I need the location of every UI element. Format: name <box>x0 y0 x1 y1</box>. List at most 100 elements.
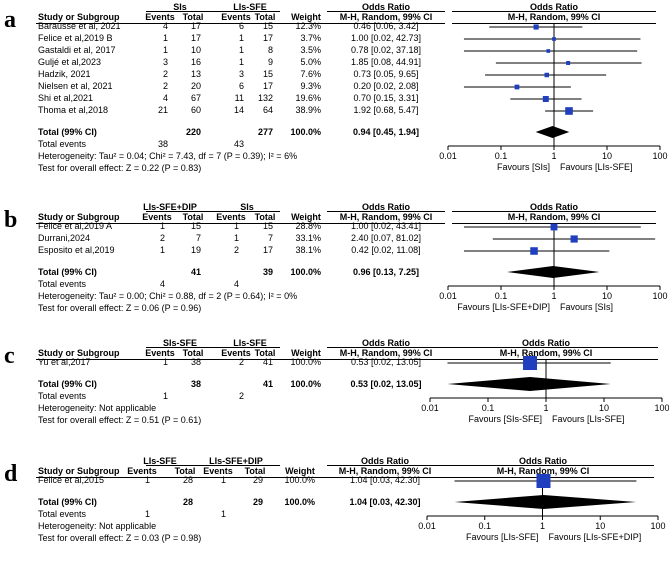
total1-column-header: Total <box>182 212 204 222</box>
header-rule <box>36 223 445 224</box>
study-weight: 9.3% <box>300 81 321 91</box>
x-tick-label: 100 <box>650 521 666 531</box>
odds-ratio-header: Odds Ratio <box>361 202 410 212</box>
study-weight: 33.1% <box>295 233 321 243</box>
study-total2: 64 <box>262 105 273 115</box>
study-ci-text: 1.00 [0.02, 43.41] <box>350 221 422 231</box>
study-ci-text: 0.78 [0.02, 37.18] <box>350 45 422 55</box>
study-events2: 3 <box>238 69 244 79</box>
study-weight: 3.5% <box>300 45 321 55</box>
study-point-marker <box>533 24 539 30</box>
total-events-label: Total events <box>38 279 87 289</box>
study-ci-text: 1.85 [0.08, 44.91] <box>350 57 422 67</box>
x-tick-label: 100 <box>652 151 668 161</box>
events1-column-header: Events <box>145 348 175 358</box>
study-ci-text: 0.46 [0.06, 3.42] <box>353 21 419 31</box>
total-n1: 220 <box>185 127 201 137</box>
total-events1: 1 <box>144 509 150 519</box>
total-events2: 4 <box>233 279 239 289</box>
study-events2: 1 <box>238 33 244 43</box>
study-events1: 4 <box>162 21 168 31</box>
ci-method-header: M-H, Random, 99% CI <box>338 466 432 476</box>
ci-method-header: M-H, Random, 99% CI <box>339 348 433 358</box>
total-weight: 100.0% <box>290 379 321 389</box>
study-total2: 8 <box>267 45 273 55</box>
study-name: Felice et al,2019 A <box>38 221 113 231</box>
events2-column-header: Events <box>221 12 251 22</box>
total-n2: 41 <box>262 379 273 389</box>
study-ci-text: 0.73 [0.05, 9.65] <box>353 69 419 79</box>
x-tick-label: 0.1 <box>494 151 508 161</box>
header-rule <box>36 359 445 360</box>
total1-column-header: Total <box>182 348 204 358</box>
study-point-marker <box>536 474 551 488</box>
group1-header: SIs-SFE <box>162 338 197 348</box>
header-rule <box>327 11 445 12</box>
weight-column-header: Weight <box>291 212 321 222</box>
study-total1: 60 <box>190 105 201 115</box>
x-tick-label: 0.01 <box>439 291 457 301</box>
study-total2: 7 <box>267 233 273 243</box>
study-total1: 17 <box>190 33 201 43</box>
study-total2: 15 <box>262 221 273 231</box>
favours-left-label: Favours [SIs] <box>496 162 550 172</box>
total2-column-header: Total <box>244 466 266 476</box>
study-weight: 19.6% <box>295 93 321 103</box>
x-tick-label: 1 <box>551 291 557 301</box>
favours-right-label: Favours [SIs] <box>560 302 614 312</box>
study-events2: 14 <box>233 105 244 115</box>
favours-left-label: Favours [SIs-SFE] <box>468 414 542 424</box>
x-tick-label: 0.1 <box>494 291 508 301</box>
total-events-label: Total events <box>38 139 87 149</box>
study-total2: 17 <box>262 81 273 91</box>
study-point-marker <box>565 107 573 115</box>
study-point-marker <box>550 223 558 231</box>
total-events2: 43 <box>233 139 244 149</box>
odds-ratio-header: Odds Ratio <box>361 338 410 348</box>
study-events1: 3 <box>162 57 168 67</box>
total-events-label: Total events <box>38 509 87 519</box>
study-total2: 41 <box>262 357 273 367</box>
study-total1: 28 <box>182 475 193 485</box>
heterogeneity-text: Heterogeneity: Not applicable <box>38 521 157 531</box>
study-name: Barausse et al, 2021 <box>38 21 121 31</box>
weight-column-header: Weight <box>291 348 321 358</box>
study-total1: 10 <box>190 45 201 55</box>
plot-title-header: Odds Ratio <box>521 338 570 348</box>
overall-effect-text: Test for overall effect: Z = 0.03 (P = 0… <box>38 533 202 543</box>
study-ci-text: 0.53 [0.02, 13.05] <box>350 357 422 367</box>
forest-plot-area <box>447 23 661 150</box>
study-total1: 7 <box>195 233 201 243</box>
panel-label: d <box>4 461 18 487</box>
study-weight: 5.0% <box>300 57 321 67</box>
group1-header: LIs-SFE+DIP <box>143 202 197 212</box>
header-rule <box>327 465 445 466</box>
group2-header: LIs-SFE+DIP <box>209 456 263 466</box>
forest-panel-d: d LIs-SFE LIs-SFE+DIP Odds Ratio Odds Ratio S… <box>0 454 669 552</box>
study-total1: 67 <box>190 93 201 103</box>
header-rule <box>146 211 280 212</box>
study-ci-text: 2.40 [0.07, 81.02] <box>350 233 422 243</box>
total1-column-header: Total <box>182 12 204 22</box>
study-weight: 12.3% <box>295 21 321 31</box>
header-rule <box>452 11 656 12</box>
x-tick-label: 0.1 <box>481 403 495 413</box>
plot-method-header: M-H, Random, 99% CI <box>507 12 601 22</box>
study-point-marker <box>552 37 556 41</box>
x-tick-label: 1 <box>539 521 545 531</box>
total-label: Total (99% CI) <box>38 127 97 137</box>
study-events1: 2 <box>162 81 168 91</box>
study-total1: 38 <box>190 357 201 367</box>
study-name: Guljé et al,2023 <box>38 57 102 67</box>
heterogeneity-text: Heterogeneity: Not applicable <box>38 403 157 413</box>
study-events1: 1 <box>162 33 168 43</box>
events1-column-header: Events <box>145 12 175 22</box>
total2-column-header: Total <box>254 212 276 222</box>
total-label: Total (99% CI) <box>38 497 97 507</box>
study-column-header: Study or Subgroup <box>38 12 120 22</box>
header-rule <box>431 465 654 466</box>
header-rule <box>36 477 445 478</box>
group2-header: SIs <box>240 202 254 212</box>
events2-column-header: Events <box>221 348 251 358</box>
forest-plot-area <box>429 356 663 402</box>
